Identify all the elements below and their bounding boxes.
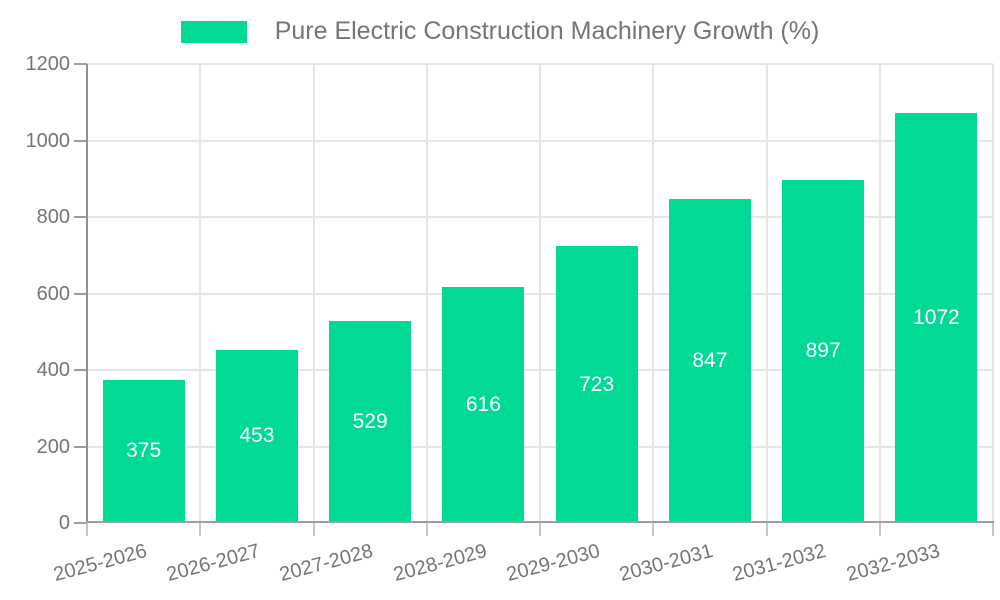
- legend-swatch: [180, 20, 247, 43]
- category-gridline: [199, 64, 202, 523]
- x-axis-tick: [878, 523, 881, 536]
- bar[interactable]: 375: [102, 379, 185, 523]
- y-axis-tick: [74, 216, 87, 218]
- y-tick-label: 800: [36, 206, 70, 228]
- bar-value-label: 529: [352, 409, 388, 433]
- category-gridline: [652, 64, 655, 523]
- category-gridline: [312, 64, 315, 523]
- x-axis-tick: [539, 523, 541, 536]
- bar[interactable]: 616: [442, 287, 525, 523]
- bar[interactable]: 453: [215, 349, 298, 523]
- legend-item[interactable]: Pure Electric Construction Machinery Gro…: [0, 17, 1000, 46]
- category-gridline: [765, 64, 768, 523]
- y-tick-label: 400: [36, 359, 70, 381]
- bar-value-label: 847: [692, 349, 728, 373]
- bar-value-label: 897: [805, 339, 841, 363]
- y-axis-tick: [74, 522, 87, 524]
- bar-value-label: 1072: [913, 305, 960, 329]
- legend-label: Pure Electric Construction Machinery Gro…: [274, 17, 820, 45]
- x-axis-tick: [765, 523, 768, 536]
- y-axis-tick: [74, 139, 87, 142]
- x-axis-tick: [86, 523, 88, 536]
- y-tick-label: 1000: [25, 129, 71, 152]
- bar-value-label: 616: [465, 393, 501, 417]
- y-tick-label: 1200: [25, 53, 71, 75]
- bar-value-label: 723: [579, 372, 615, 396]
- x-axis-tick: [312, 523, 315, 536]
- x-axis-line: [86, 521, 994, 523]
- category-gridline: [425, 64, 428, 523]
- x-axis-tick: [425, 523, 428, 536]
- bar[interactable]: 1072: [895, 112, 978, 523]
- plot-area: 0 200 400 600 800 1000 1200 375 453 529 616 723 847 8…: [26, 53, 994, 586]
- category-gridline: [539, 64, 541, 523]
- y-tick-label: 200: [36, 435, 70, 458]
- bar[interactable]: 723: [555, 246, 638, 523]
- bar-value-label: 453: [239, 424, 275, 448]
- y-tick-label: 0: [58, 512, 70, 534]
- bar[interactable]: 529: [329, 320, 412, 523]
- y-axis-tick: [74, 445, 87, 448]
- bar[interactable]: 897: [782, 179, 865, 523]
- y-axis-line: [86, 64, 88, 523]
- bar-value-label: 375: [126, 439, 162, 463]
- category-gridline: [992, 64, 994, 523]
- category-gridline: [878, 64, 881, 523]
- x-axis-tick: [992, 523, 994, 536]
- y-axis-tick: [74, 292, 87, 295]
- y-axis-tick: [74, 63, 87, 65]
- bar[interactable]: 847: [668, 199, 751, 523]
- x-axis-tick: [652, 523, 655, 536]
- x-axis-tick: [199, 523, 202, 536]
- y-tick-label: 600: [36, 282, 70, 305]
- y-axis-tick: [74, 369, 87, 371]
